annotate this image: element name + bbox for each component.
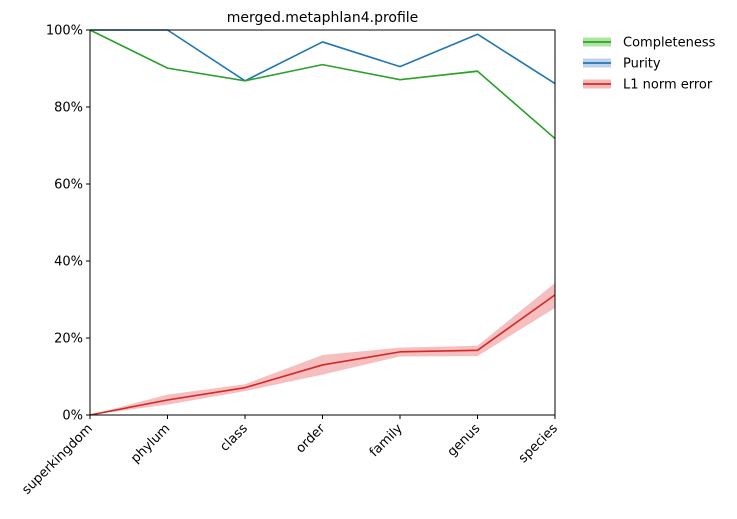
y-tick-label: 40% — [54, 255, 83, 270]
confidence-bands — [90, 30, 555, 415]
y-tick-label: 100% — [46, 24, 83, 39]
x-tick-label-class: class — [217, 421, 251, 455]
legend: Completeness Purity L1 norm error — [583, 36, 716, 93]
band-l1-norm-error — [90, 282, 555, 415]
legend-item-completeness: Completeness — [583, 36, 716, 51]
x-tick-label-phylum: phylum — [128, 421, 173, 466]
x-tick-label-family: family — [367, 421, 406, 460]
legend-label: L1 norm error — [623, 78, 713, 93]
band-completeness — [90, 30, 555, 140]
x-tick-label-genus: genus — [445, 421, 484, 460]
x-tick-label-species: species — [516, 421, 561, 466]
x-axis: superkingdom phylum class order family genus s… — [19, 415, 561, 498]
line-purity — [90, 29, 556, 85]
legend-item-l1-norm-error: L1 norm error — [583, 78, 713, 93]
y-tick-label: 20% — [54, 332, 83, 347]
chart-title: merged.metaphlan4.profile — [227, 10, 419, 26]
line-completeness — [89, 29, 556, 140]
x-tick-label-superkingdom: superkingdom — [19, 421, 95, 497]
legend-label: Purity — [623, 57, 661, 72]
line-l1-norm-error — [89, 294, 556, 416]
y-axis: 0% 20% 40% 60% 80% 100% — [46, 24, 90, 424]
band-purity — [90, 30, 555, 84]
y-tick-label: 0% — [62, 409, 83, 424]
y-tick-label: 60% — [54, 178, 83, 193]
y-tick-label: 80% — [54, 101, 83, 116]
x-tick-label-order: order — [293, 421, 329, 457]
legend-label: Completeness — [623, 36, 716, 51]
legend-item-purity: Purity — [583, 57, 661, 72]
